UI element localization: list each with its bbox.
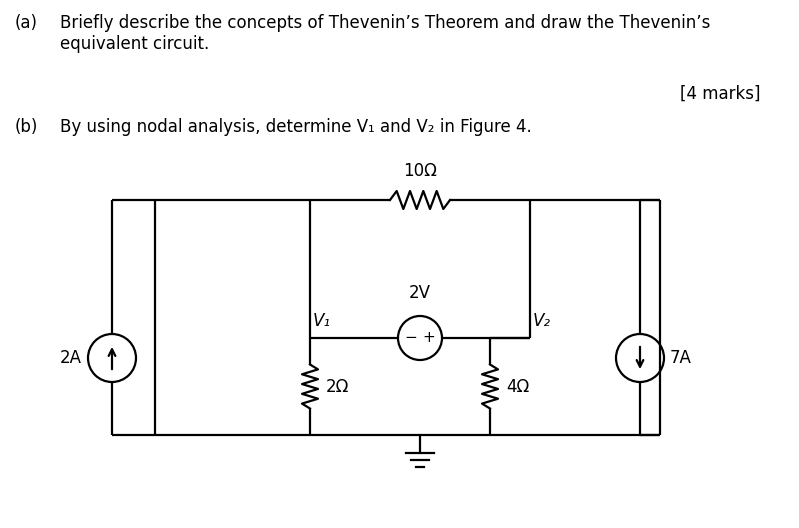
- Text: 2Ω: 2Ω: [326, 378, 349, 395]
- Text: 7A: 7A: [670, 349, 692, 367]
- Text: V₂: V₂: [533, 312, 551, 330]
- Text: By using nodal analysis, determine V₁ and V₂ in Figure 4.: By using nodal analysis, determine V₁ an…: [60, 118, 532, 136]
- Text: Briefly describe the concepts of Thevenin’s Theorem and draw the Thevenin’s
equi: Briefly describe the concepts of Theveni…: [60, 14, 710, 53]
- Text: (a): (a): [15, 14, 38, 32]
- Text: 10Ω: 10Ω: [403, 162, 437, 180]
- Text: +: +: [423, 331, 435, 345]
- Text: V₁: V₁: [313, 312, 331, 330]
- Text: 2A: 2A: [60, 349, 82, 367]
- Text: [4 marks]: [4 marks]: [680, 85, 761, 103]
- Text: 2V: 2V: [409, 284, 431, 302]
- Text: (b): (b): [15, 118, 38, 136]
- Text: 4Ω: 4Ω: [506, 378, 529, 395]
- Text: −: −: [404, 331, 417, 345]
